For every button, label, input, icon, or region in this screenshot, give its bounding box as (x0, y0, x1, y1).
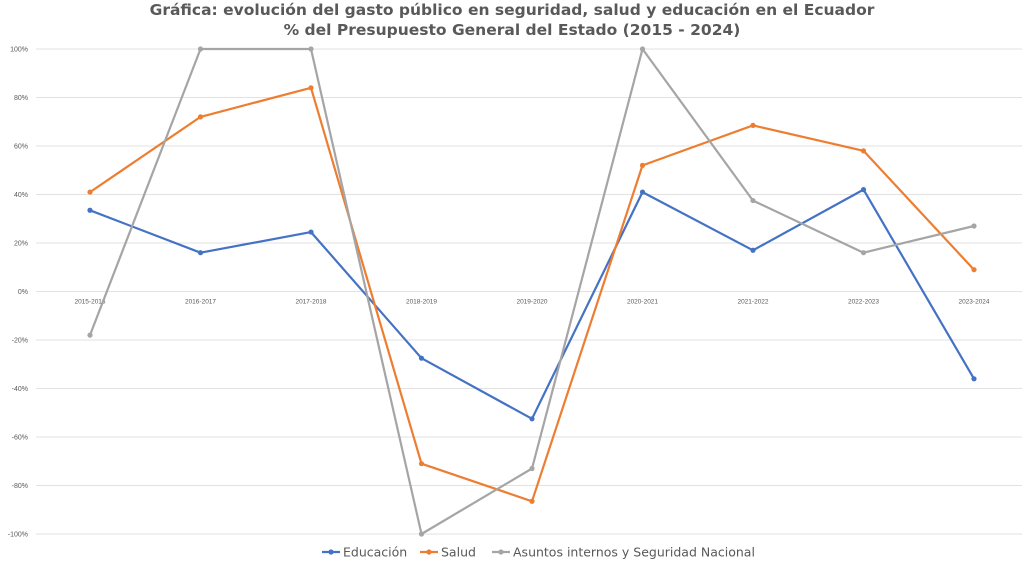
y-tick-label: 40% (14, 192, 28, 199)
x-tick-label: 2020-2021 (627, 299, 658, 306)
data-point (308, 46, 314, 52)
y-tick-label: -100% (8, 532, 28, 539)
data-point (971, 376, 977, 382)
data-point (87, 207, 93, 213)
x-tick-label: 2023-2024 (958, 299, 989, 306)
y-tick-label: 100% (10, 47, 28, 54)
y-tick-label: -20% (12, 338, 28, 345)
data-point (971, 267, 977, 273)
data-point (639, 162, 646, 168)
data-point (750, 122, 756, 128)
y-tick-label: 20% (14, 241, 28, 248)
data-point (639, 46, 646, 52)
data-point (860, 250, 867, 256)
legend-item: Educación (322, 545, 407, 560)
data-point (308, 229, 314, 235)
legend-label: Asuntos internos y Seguridad Nacional (513, 545, 755, 560)
y-tick-label: -80% (12, 483, 28, 490)
data-point (418, 531, 425, 537)
legend-item: Asuntos internos y Seguridad Nacional (492, 545, 755, 560)
y-tick-label: -60% (12, 435, 28, 442)
data-point (529, 416, 535, 422)
data-point (197, 250, 204, 256)
legend-label: Educación (343, 545, 407, 560)
data-point (750, 247, 756, 253)
data-point (197, 114, 204, 120)
y-tick-label: -40% (12, 386, 28, 393)
series-line-2 (88, 86, 976, 503)
data-point (197, 46, 204, 52)
data-point (529, 465, 535, 472)
x-tick-label: 2015-2016 (74, 299, 105, 306)
data-point (750, 197, 756, 204)
data-point (529, 498, 535, 504)
x-tick-label: 2017-2018 (295, 299, 326, 306)
chart-title: Gráfica: evolución del gasto público en … (149, 1, 875, 19)
x-tick-label: 2018-2019 (406, 299, 437, 306)
y-tick-label: 80% (14, 95, 28, 102)
data-point (87, 189, 93, 195)
x-tick-label: 2016-2017 (185, 299, 216, 306)
y-tick-label: 0% (18, 289, 28, 296)
data-point (639, 189, 646, 195)
data-point (860, 187, 867, 193)
y-tick-label: 60% (14, 144, 28, 151)
data-point (418, 355, 425, 361)
legend-swatch-marker (426, 549, 432, 555)
x-tick-label: 2019-2020 (516, 299, 547, 306)
data-point (418, 461, 425, 467)
legend-label: Salud (441, 545, 476, 560)
data-point (87, 332, 93, 338)
data-point (860, 148, 867, 154)
legend-swatch-marker (498, 549, 504, 555)
x-tick-label: 2022-2023 (848, 299, 879, 306)
x-tick-label: 2021-2022 (737, 299, 768, 306)
legend-item: Salud (420, 545, 476, 560)
data-point (971, 223, 977, 229)
chart-subtitle: % del Presupuesto General del Estado (20… (283, 21, 741, 39)
legend-swatch-marker (328, 549, 334, 555)
data-point (308, 85, 314, 91)
